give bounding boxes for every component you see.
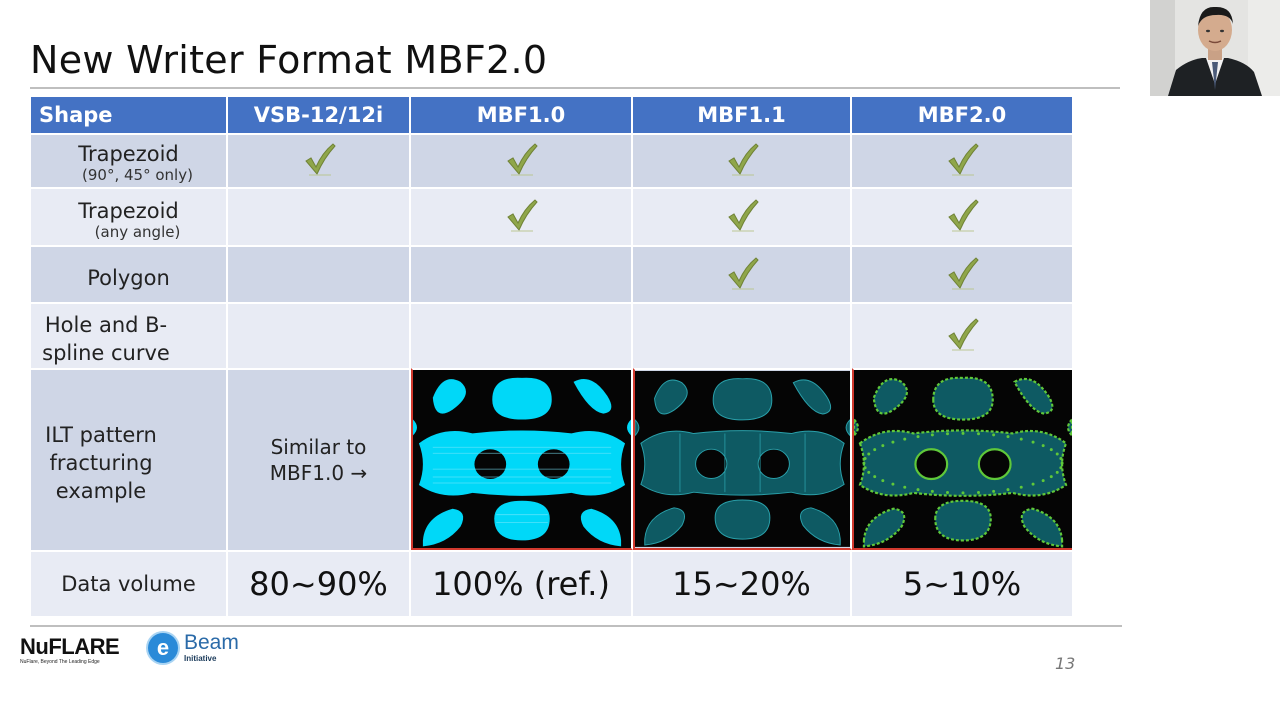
footer-divider bbox=[30, 625, 1122, 627]
row-label: Trapezoid bbox=[78, 199, 179, 223]
row-label: Trapezoid bbox=[78, 142, 179, 166]
check-cell bbox=[411, 245, 633, 302]
nuflare-wordmark: NuFLARE bbox=[20, 634, 120, 659]
volume-value: 80~90% bbox=[249, 565, 388, 604]
volume-value: 5~10% bbox=[902, 565, 1022, 604]
checkmark-icon bbox=[504, 141, 538, 177]
checkmark-icon bbox=[945, 197, 979, 233]
header-shape: Shape bbox=[31, 97, 228, 133]
row-data-volume: Data volume 80~90% 100% (ref.) 15~20% 5~… bbox=[31, 550, 1072, 617]
similar-cell: Similar to MBF1.0 → bbox=[228, 368, 411, 551]
check-cell bbox=[633, 302, 852, 368]
row-trapezoid-any: Trapezoid (any angle) bbox=[31, 187, 1072, 245]
row-ilt-pattern: ILT pattern fracturing example Similar t… bbox=[31, 368, 1072, 551]
ilt-pattern-mbf11 bbox=[635, 371, 850, 548]
row-polygon: Polygon bbox=[31, 245, 1072, 302]
ebeam-e-letter: e bbox=[156, 634, 170, 660]
check-cell bbox=[633, 245, 852, 302]
ebeam-subtitle: Initiative bbox=[184, 654, 217, 663]
ebeam-wordmark: Beam bbox=[184, 631, 239, 654]
header-mbf11: MBF1.1 bbox=[633, 97, 852, 133]
check-cell bbox=[411, 302, 633, 368]
ilt-pattern-mbf20 bbox=[854, 370, 1072, 549]
row-label: Polygon bbox=[87, 265, 170, 290]
header-mbf20: MBF2.0 bbox=[852, 97, 1072, 133]
volume-cell: 80~90% bbox=[228, 550, 411, 617]
checkmark-icon bbox=[725, 141, 759, 177]
row-sublabel: (90°, 45° only) bbox=[82, 166, 193, 184]
presenter-video-thumbnail bbox=[1150, 0, 1280, 96]
row-label-cell: Hole and B-spline curve bbox=[31, 302, 228, 368]
nuflare-tagline: NuFlare, Beyond The Leading Edge bbox=[20, 659, 100, 665]
check-cell bbox=[411, 133, 633, 187]
pattern-cell-mbf10 bbox=[411, 368, 633, 551]
volume-label: Data volume bbox=[61, 572, 196, 597]
check-cell bbox=[852, 302, 1072, 368]
ebeam-e-icon: e bbox=[148, 632, 178, 663]
checkmark-icon bbox=[725, 255, 759, 291]
volume-cell: 5~10% bbox=[852, 550, 1072, 617]
pattern-cell-mbf11 bbox=[633, 368, 852, 551]
check-cell bbox=[852, 245, 1072, 302]
checkmark-icon bbox=[945, 141, 979, 177]
check-cell bbox=[633, 187, 852, 245]
header-row: Shape VSB-12/12i MBF1.0 MBF1.1 MBF2.0 bbox=[31, 97, 1072, 133]
row-label-cell: Trapezoid (any angle) bbox=[31, 187, 228, 245]
pattern-cell-mbf20 bbox=[852, 368, 1072, 551]
checkmark-icon bbox=[504, 197, 538, 233]
row-hole-bspline: Hole and B-spline curve bbox=[31, 302, 1072, 368]
volume-label-cell: Data volume bbox=[31, 550, 228, 617]
checkmark-icon bbox=[302, 141, 336, 177]
title-divider bbox=[30, 87, 1120, 89]
comparison-table: Shape VSB-12/12i MBF1.0 MBF1.1 MBF2.0 Tr… bbox=[31, 97, 1072, 617]
ebeam-initiative-logo: e Beam Initiative bbox=[148, 632, 239, 663]
check-cell bbox=[633, 133, 852, 187]
presenter-image bbox=[1150, 0, 1280, 96]
ilt-label: ILT pattern fracturing example bbox=[45, 423, 157, 504]
check-cell bbox=[228, 187, 411, 245]
header-mbf10: MBF1.0 bbox=[411, 97, 633, 133]
check-cell bbox=[228, 133, 411, 187]
volume-cell: 15~20% bbox=[633, 550, 852, 617]
row-sublabel: (any angle) bbox=[94, 223, 181, 241]
ilt-pattern-mbf10 bbox=[413, 370, 631, 549]
check-cell bbox=[228, 302, 411, 368]
row-label-cell: Trapezoid (90°, 45° only) bbox=[31, 133, 228, 187]
volume-cell: 100% (ref.) bbox=[411, 550, 633, 617]
page-number: 13 bbox=[1055, 654, 1076, 673]
row-label-cell: Polygon bbox=[31, 245, 228, 302]
checkmark-icon bbox=[945, 255, 979, 291]
similar-note: Similar to MBF1.0 → bbox=[269, 435, 368, 486]
volume-value: 100% (ref.) bbox=[432, 565, 610, 604]
row-trapezoid-90-45: Trapezoid (90°, 45° only) bbox=[31, 133, 1072, 187]
check-cell bbox=[411, 187, 633, 245]
checkmark-icon bbox=[725, 197, 759, 233]
slide-title: New Writer Format MBF2.0 bbox=[30, 38, 548, 82]
row-label: Hole and B-spline curve bbox=[42, 313, 170, 365]
ilt-label-cell: ILT pattern fracturing example bbox=[31, 368, 228, 551]
checkmark-icon bbox=[945, 316, 979, 352]
header-vsb: VSB-12/12i bbox=[228, 97, 411, 133]
volume-value: 15~20% bbox=[672, 565, 811, 604]
check-cell bbox=[852, 133, 1072, 187]
check-cell bbox=[852, 187, 1072, 245]
check-cell bbox=[228, 245, 411, 302]
nuflare-logo: NuFLARE NuFlare, Beyond The Leading Edge bbox=[20, 634, 120, 666]
